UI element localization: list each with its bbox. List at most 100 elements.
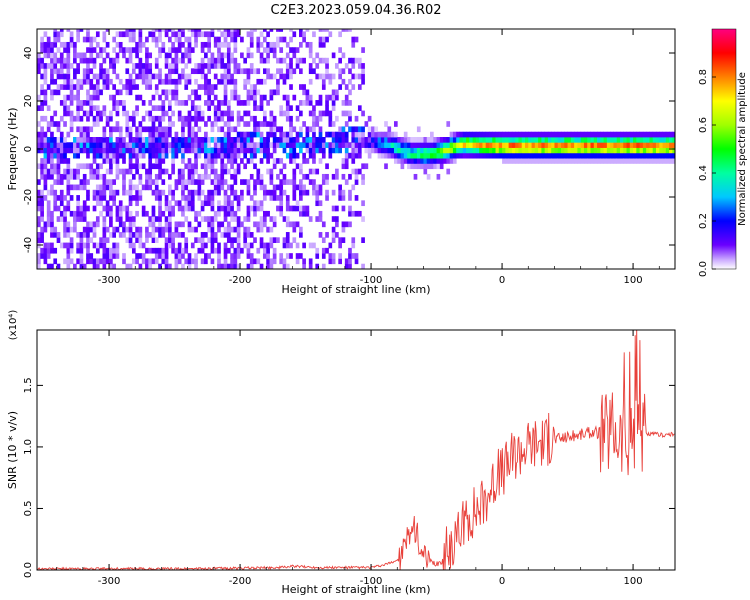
heatmap-cell [76,105,80,111]
heatmap-cell [646,158,650,164]
heatmap-cell [204,173,208,180]
colorbar-gradient [711,28,737,270]
heatmap-cell [446,168,451,175]
heatmap-cell [102,110,107,117]
heatmap-cell [321,253,326,259]
colorbar-tick-label: 0.6 [698,117,709,133]
heatmap-cell [79,52,84,59]
heatmap-cell [128,189,133,196]
heatmap-cell [190,115,195,122]
heatmap-cell [240,147,244,154]
heatmap-cell [190,179,195,185]
heatmap-cell [312,68,316,75]
heatmap-cell [200,73,205,80]
heatmap-cell [154,179,159,185]
heatmap-cell [105,205,110,212]
heatmap-cell [377,137,382,143]
heatmap-cell [338,258,342,265]
heatmap-cell [380,152,385,159]
heatmap-cell [151,137,156,143]
heatmap-cell [148,78,153,85]
heatmap-cell [171,195,175,201]
heatmap-cell [86,142,90,148]
heatmap-cell [220,221,225,228]
heatmap-cell [305,89,310,96]
heatmap-cell [112,63,117,69]
heatmap-cell [151,36,156,43]
heatmap-cell [508,131,513,138]
heatmap-cell [128,137,133,143]
heatmap-cell [171,152,175,159]
heatmap-cell [131,163,136,170]
heatmap-cell [161,179,166,185]
heatmap-cell [53,121,58,127]
heatmap-cell [233,210,238,217]
heatmap-cell [384,121,388,127]
heatmap-cell [135,168,139,175]
heatmap-cell [230,205,234,212]
heatmap-cell [63,84,67,90]
heatmap-cell [233,195,238,201]
heatmap-cell [213,142,218,148]
heatmap-cell [449,142,454,148]
heatmap-cell [282,237,287,243]
heatmap-cell [79,263,84,269]
heatmap-cell [443,142,447,148]
heatmap-cell [210,89,215,96]
heatmap-cell [285,205,290,212]
heatmap-cell [220,31,225,38]
heatmap-cell [580,147,585,154]
heatmap-cell [89,36,94,43]
heatmap-cell [86,221,90,228]
heatmap-cell [69,63,74,69]
heatmap-cell [256,205,261,212]
heatmap-cell [177,78,182,85]
heatmap-cell [197,126,202,133]
heatmap-cell [272,253,277,259]
heatmap-cell [253,221,257,228]
heatmap-cell [53,195,58,201]
heatmap-cell [210,226,215,233]
heatmap-cell [361,110,365,117]
heatmap-cell [285,105,290,111]
heatmap-cell [50,142,54,148]
heatmap-cell [459,142,464,148]
heatmap-cell [213,210,218,217]
heatmap-cell [46,105,51,111]
heatmap-cell [243,84,248,90]
heatmap-cell [292,137,297,143]
heatmap-cell [515,142,519,148]
heatmap-cell [46,189,51,196]
heatmap-cell [223,68,228,75]
heatmap-cell [131,29,136,32]
heatmap-cell [262,47,267,53]
heatmap-cell [295,142,300,148]
heatmap-cell [259,94,264,101]
heatmap-cell [95,200,100,207]
heatmap-cell [321,78,326,85]
heatmap-cell [348,195,352,201]
heatmap-cell [279,210,284,217]
heatmap-cell [174,247,179,254]
heatmap-cell [380,137,385,143]
heatmap-cell [115,168,120,175]
heatmap-cell [63,216,67,222]
heatmap-cell [272,121,277,127]
heatmap-cell [479,147,483,154]
heatmap-cell [629,137,634,143]
heatmap-cell [154,195,159,201]
heatmap-cell [141,147,146,154]
heatmap-cell [187,195,192,201]
heatmap-cell [66,105,71,111]
heatmap-cell [161,105,166,111]
heatmap-cell [76,142,80,148]
heatmap-cell [141,100,146,106]
heatmap-cell [505,137,510,143]
heatmap-cell [181,221,185,228]
heatmap-cell [194,237,198,243]
heatmap-cell [213,237,218,243]
heatmap-cell [141,184,146,191]
heatmap-cell [259,158,264,164]
heatmap-cell [128,57,133,64]
heatmap-cell [86,131,90,138]
